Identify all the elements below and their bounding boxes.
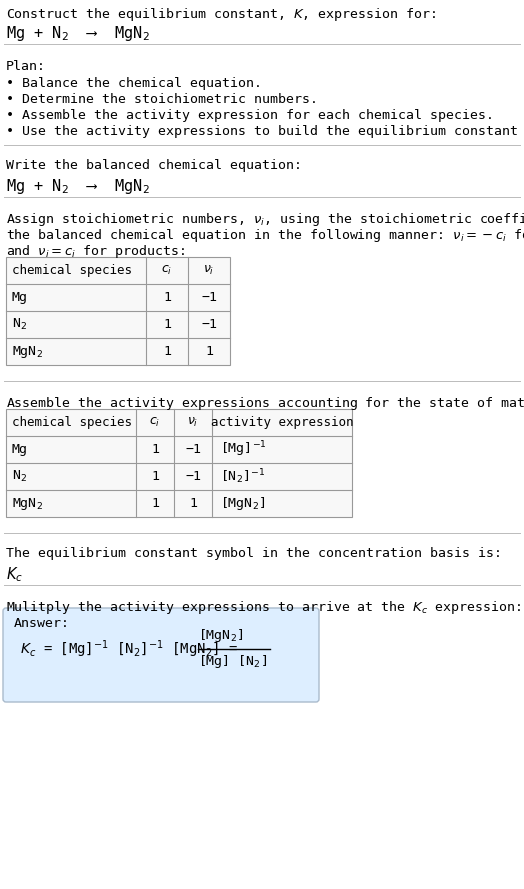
Text: −1: −1 bbox=[185, 470, 201, 483]
Text: Assemble the activity expressions accounting for the state of matter and $\nu_i$: Assemble the activity expressions accoun… bbox=[6, 395, 524, 412]
Text: $\nu_i$: $\nu_i$ bbox=[203, 264, 215, 277]
Text: $c_i$: $c_i$ bbox=[161, 264, 172, 277]
Text: • Assemble the activity expression for each chemical species.: • Assemble the activity expression for e… bbox=[6, 109, 494, 122]
Text: [MgN$_2$]: [MgN$_2$] bbox=[220, 495, 265, 512]
Text: and $\nu_i = c_i$ for products:: and $\nu_i = c_i$ for products: bbox=[6, 243, 185, 260]
Text: $\nu_i$: $\nu_i$ bbox=[187, 416, 199, 429]
Text: 1: 1 bbox=[205, 345, 213, 358]
Bar bbox=[6, 409, 352, 517]
Text: Mulitply the activity expressions to arrive at the $K_c$ expression:: Mulitply the activity expressions to arr… bbox=[6, 599, 521, 616]
Text: 1: 1 bbox=[151, 497, 159, 510]
Text: 1: 1 bbox=[151, 443, 159, 456]
Text: [MgN$_2$]: [MgN$_2$] bbox=[198, 628, 243, 645]
Text: Plan:: Plan: bbox=[6, 60, 46, 73]
Text: Mg + N$_2$  ⟶  MgN$_2$: Mg + N$_2$ ⟶ MgN$_2$ bbox=[6, 177, 150, 196]
Text: −1: −1 bbox=[201, 318, 217, 331]
Text: the balanced chemical equation in the following manner: $\nu_i = -c_i$ for react: the balanced chemical equation in the fo… bbox=[6, 227, 524, 244]
Text: $K_c$ = [Mg]$^{-1}$ [N$_2$]$^{-1}$ [MgN$_2$] =: $K_c$ = [Mg]$^{-1}$ [N$_2$]$^{-1}$ [MgN$… bbox=[20, 638, 239, 660]
Text: N$_2$: N$_2$ bbox=[12, 469, 27, 484]
Text: $K_c$: $K_c$ bbox=[6, 565, 23, 584]
Text: • Determine the stoichiometric numbers.: • Determine the stoichiometric numbers. bbox=[6, 93, 318, 106]
Text: $c_i$: $c_i$ bbox=[149, 416, 161, 429]
Text: −1: −1 bbox=[185, 443, 201, 456]
Text: 1: 1 bbox=[163, 345, 171, 358]
Text: N$_2$: N$_2$ bbox=[12, 317, 27, 332]
Text: Mg + N$_2$  ⟶  MgN$_2$: Mg + N$_2$ ⟶ MgN$_2$ bbox=[6, 24, 150, 43]
Text: 1: 1 bbox=[163, 291, 171, 304]
Text: chemical species: chemical species bbox=[12, 264, 132, 277]
Text: MgN$_2$: MgN$_2$ bbox=[12, 343, 43, 359]
Text: [N$_2$]$^{-1}$: [N$_2$]$^{-1}$ bbox=[220, 467, 265, 486]
Text: [Mg]$^{-1}$: [Mg]$^{-1}$ bbox=[220, 440, 267, 460]
Text: Write the balanced chemical equation:: Write the balanced chemical equation: bbox=[6, 159, 302, 172]
Text: −1: −1 bbox=[201, 291, 217, 304]
Text: Mg: Mg bbox=[12, 291, 28, 304]
Text: The equilibrium constant symbol in the concentration basis is:: The equilibrium constant symbol in the c… bbox=[6, 547, 502, 560]
Text: 1: 1 bbox=[151, 470, 159, 483]
FancyBboxPatch shape bbox=[3, 608, 319, 702]
Text: MgN$_2$: MgN$_2$ bbox=[12, 495, 43, 511]
Text: activity expression: activity expression bbox=[211, 416, 353, 429]
Text: [Mg] [N$_2$]: [Mg] [N$_2$] bbox=[198, 653, 267, 670]
Text: • Balance the chemical equation.: • Balance the chemical equation. bbox=[6, 77, 262, 90]
Text: Assign stoichiometric numbers, $\nu_i$, using the stoichiometric coefficients, $: Assign stoichiometric numbers, $\nu_i$, … bbox=[6, 211, 524, 228]
Text: 1: 1 bbox=[163, 318, 171, 331]
Text: chemical species: chemical species bbox=[12, 416, 132, 429]
Text: • Use the activity expressions to build the equilibrium constant expression.: • Use the activity expressions to build … bbox=[6, 125, 524, 138]
Text: 1: 1 bbox=[189, 497, 197, 510]
Text: Mg: Mg bbox=[12, 443, 28, 456]
Bar bbox=[6, 257, 230, 365]
Text: Construct the equilibrium constant, $K$, expression for:: Construct the equilibrium constant, $K$,… bbox=[6, 6, 436, 23]
Text: Answer:: Answer: bbox=[14, 617, 70, 630]
